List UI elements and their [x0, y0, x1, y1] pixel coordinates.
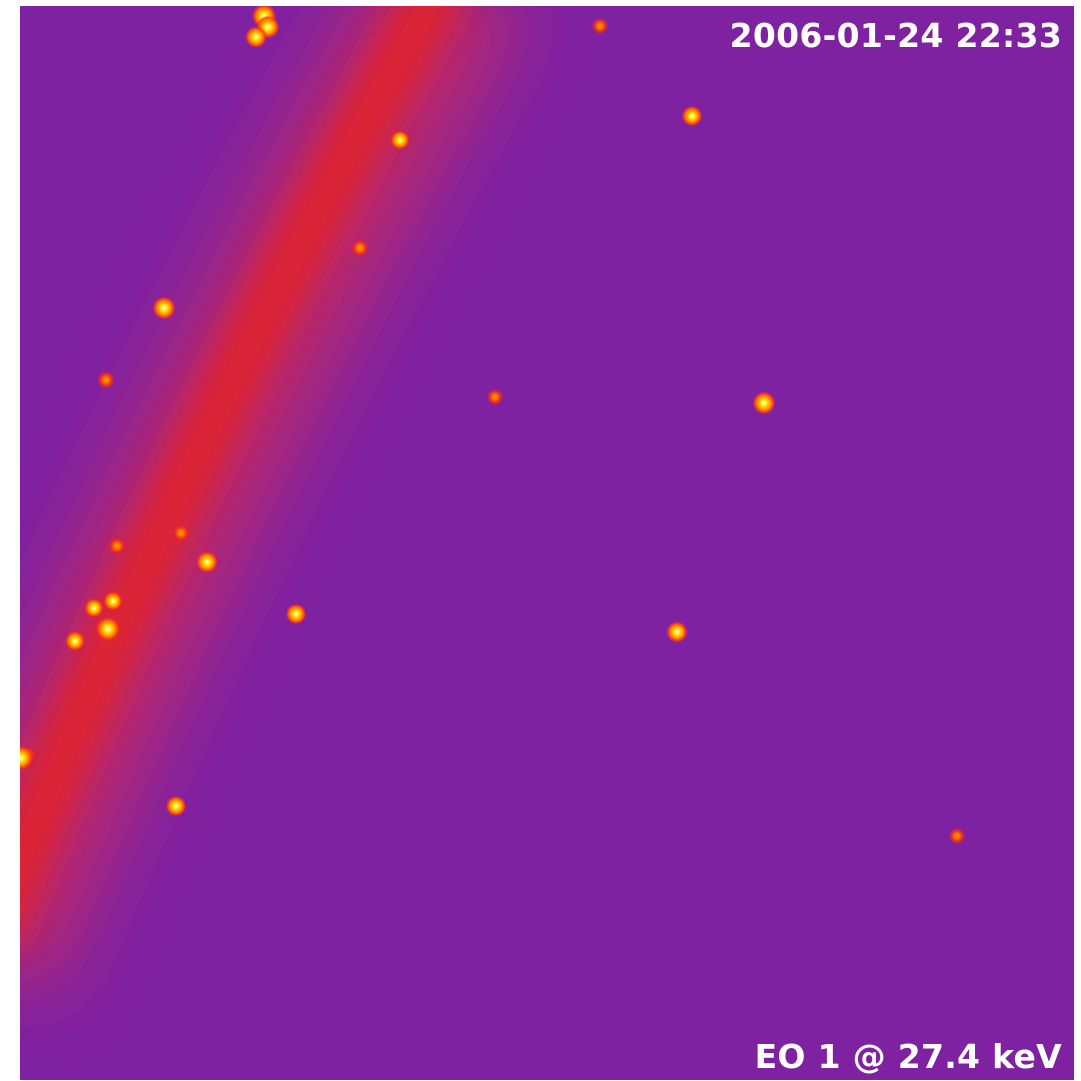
point-source	[65, 631, 85, 651]
point-source	[752, 391, 776, 415]
emission-arc-core	[20, 6, 460, 935]
sky-map	[20, 6, 1074, 1080]
point-source	[285, 603, 307, 625]
point-source	[196, 551, 218, 573]
point-source	[681, 105, 703, 127]
point-source	[172, 524, 190, 542]
point-source	[84, 598, 104, 618]
point-source	[351, 239, 369, 257]
energy-label: EO 1 @ 27.4 keV	[754, 1037, 1062, 1076]
point-source	[165, 795, 187, 817]
point-source	[245, 26, 267, 48]
point-source	[486, 388, 504, 406]
point-sources	[20, 6, 966, 845]
point-source	[591, 17, 609, 35]
point-source	[20, 746, 33, 770]
timestamp-label: 2006-01-24 22:33	[729, 16, 1062, 55]
point-source	[948, 827, 966, 845]
point-source	[108, 537, 126, 555]
point-source	[152, 296, 176, 320]
point-source	[96, 617, 120, 641]
xray-image: 2006-01-24 22:33 EO 1 @ 27.4 keV	[20, 6, 1074, 1080]
point-source	[103, 591, 123, 611]
point-source	[666, 621, 688, 643]
point-source	[97, 371, 115, 389]
point-source	[390, 130, 410, 150]
